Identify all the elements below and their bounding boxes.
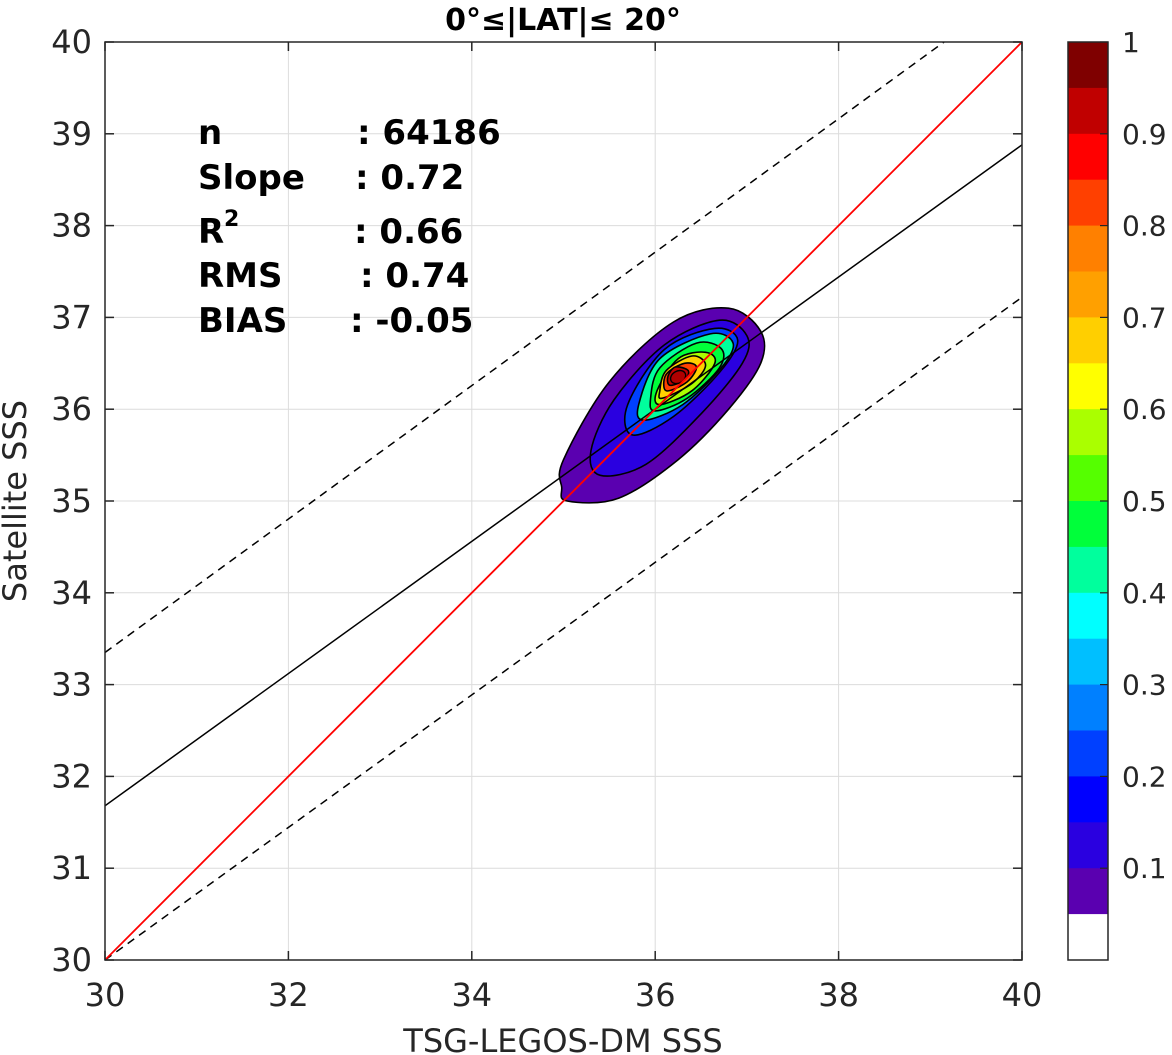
colorbar-segment xyxy=(1068,684,1108,732)
colorbar-tick-label: 0.1 xyxy=(1122,852,1167,885)
x-tick-label: 30 xyxy=(85,976,126,1014)
y-tick-label: 35 xyxy=(51,482,92,520)
colorbar: 1 0.9 0.8 0.7 0.6 0.5 0.4 0.3 0.2 0.1 xyxy=(1067,26,1167,961)
y-tick-label: 32 xyxy=(51,757,92,795)
x-tick-label: 36 xyxy=(635,976,676,1014)
x-tick-label: 40 xyxy=(1002,976,1043,1014)
stat-bias-label: BIAS xyxy=(198,301,287,341)
colorbar-segment xyxy=(1068,42,1108,89)
colorbar-segment xyxy=(1068,87,1108,135)
stat-slope-value: : 0.72 xyxy=(355,158,464,198)
stat-r2-superscript: 2 xyxy=(224,207,239,232)
y-tick-label: 39 xyxy=(51,115,92,153)
colorbar-segment xyxy=(1068,363,1108,410)
y-axis-title: Satellite SSS xyxy=(0,400,34,602)
reference-lines xyxy=(105,42,1022,960)
identity-line xyxy=(105,42,1022,960)
colorbar-segment xyxy=(1068,638,1108,686)
colorbar-segment xyxy=(1068,133,1108,181)
stat-r2-label: R xyxy=(198,212,224,252)
stat-r2-value: : 0.66 xyxy=(354,212,463,252)
colorbar-tick-label: 0.7 xyxy=(1122,301,1167,334)
colorbar-tick-label: 0.2 xyxy=(1122,760,1167,793)
colorbar-tick-label: 0.5 xyxy=(1122,485,1167,518)
colorbar-segment xyxy=(1068,868,1108,915)
y-tick-label: 36 xyxy=(51,390,92,428)
stat-rms-value: : 0.74 xyxy=(360,256,469,296)
colorbar-segment xyxy=(1068,546,1108,594)
stats-box: n : 64186 Slope : 0.72 R 2 : 0.66 RMS : … xyxy=(198,113,501,341)
colorbar-segment xyxy=(1068,822,1108,869)
y-tick-label: 30 xyxy=(51,941,92,979)
y-tick-label: 38 xyxy=(51,207,92,245)
y-tick-label: 31 xyxy=(51,849,92,887)
stat-n-label: n xyxy=(198,113,222,153)
stat-n-value: : 64186 xyxy=(357,113,501,153)
colorbar-segment xyxy=(1068,179,1108,227)
lower-bound-dashed-line xyxy=(105,296,1022,960)
colorbar-tick-label: 0.8 xyxy=(1122,210,1167,243)
colorbar-segment xyxy=(1068,914,1108,961)
colorbar-tick-label: 0.6 xyxy=(1122,393,1167,426)
y-tick-label: 40 xyxy=(51,23,92,61)
colorbar-segment xyxy=(1068,501,1108,548)
stat-slope-label: Slope xyxy=(198,158,305,198)
x-tick-label: 34 xyxy=(451,976,492,1014)
y-tick-label: 34 xyxy=(51,574,92,612)
upper-bound-dashed-line xyxy=(105,42,945,654)
x-tick-label: 32 xyxy=(268,976,309,1014)
stat-rms-label: RMS xyxy=(198,256,283,296)
colorbar-segment xyxy=(1068,455,1108,502)
chart-title: 0°≤|LAT|≤ 20° xyxy=(445,3,681,38)
colorbar-tick-label: 0.9 xyxy=(1122,118,1167,151)
colorbar-segment xyxy=(1068,730,1108,777)
regression-fit-line xyxy=(105,144,1022,807)
colorbar-segment xyxy=(1068,776,1108,823)
colorbar-segment xyxy=(1068,592,1108,640)
colorbar-segment xyxy=(1068,409,1108,456)
grid-lines xyxy=(105,42,1022,960)
axis-ticks: 30 32 34 36 38 40 30 31 32 33 34 35 36 37 38 39 40 xyxy=(51,23,1042,1014)
colorbar-tick-label: 0.4 xyxy=(1122,577,1167,610)
colorbar-tick-label: 1 xyxy=(1122,26,1140,59)
colorbar-segment xyxy=(1068,225,1108,273)
y-tick-label: 33 xyxy=(51,666,92,704)
colorbar-tick-label: 0.3 xyxy=(1122,669,1167,702)
y-tick-label: 37 xyxy=(51,298,92,336)
colorbar-segment xyxy=(1068,271,1108,318)
stat-bias-value: : -0.05 xyxy=(350,301,473,341)
colorbar-segment xyxy=(1068,317,1108,364)
x-axis-title: TSG-LEGOS-DM SSS xyxy=(402,1022,722,1055)
x-tick-label: 38 xyxy=(818,976,859,1014)
